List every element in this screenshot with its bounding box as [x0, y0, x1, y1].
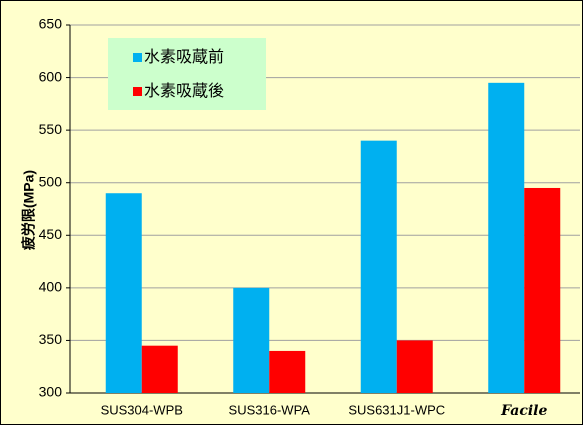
y-tick-label: 500 — [39, 173, 63, 189]
bar — [105, 193, 142, 393]
legend-label: 水素吸蔵前 — [144, 48, 224, 66]
y-tick-label: 650 — [39, 16, 63, 32]
bar — [360, 140, 397, 393]
bar — [233, 287, 270, 393]
legend-swatch — [133, 53, 142, 62]
x-tick-label: SUS316-WPA — [229, 402, 311, 417]
bar — [488, 82, 525, 393]
y-tick-label: 450 — [39, 226, 63, 242]
legend-label: 水素吸蔵後 — [144, 82, 224, 100]
y-axis-label: 疲労限(MPa) — [21, 170, 37, 250]
y-tick-label: 350 — [39, 331, 63, 347]
bar — [269, 350, 306, 393]
legend-box — [108, 38, 266, 110]
bar — [141, 345, 178, 393]
x-tick-label: SUS631J1-WPC — [348, 402, 445, 417]
bar — [524, 187, 561, 393]
x-tick-label: SUS304-WPB — [101, 402, 183, 417]
y-tick-label: 550 — [39, 121, 63, 137]
y-tick-label: 600 — [39, 68, 63, 84]
y-tick-label: 400 — [39, 279, 63, 295]
y-tick-label: 300 — [39, 384, 63, 400]
x-tick-label: Facile — [500, 403, 547, 419]
bar — [396, 340, 433, 393]
legend-swatch — [133, 87, 142, 96]
